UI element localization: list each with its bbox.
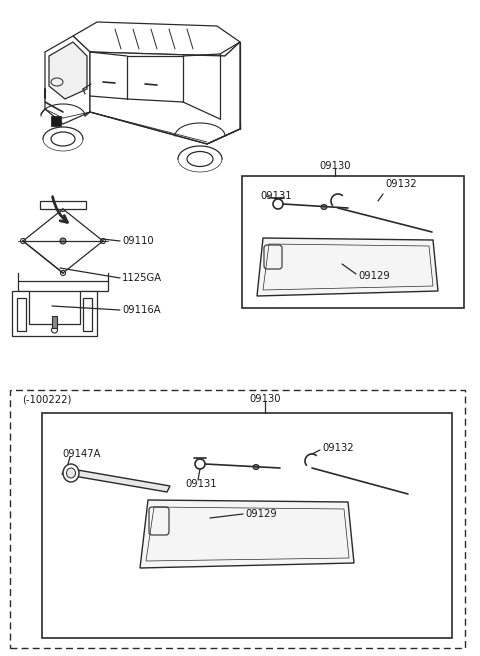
Text: 09130: 09130 [319,161,351,171]
Circle shape [60,270,65,276]
Text: 09110: 09110 [122,236,154,246]
Polygon shape [51,316,58,328]
Polygon shape [73,22,240,56]
Polygon shape [45,36,90,124]
Ellipse shape [60,238,66,244]
Text: 09147A: 09147A [62,449,100,459]
Text: (-100222): (-100222) [22,395,72,405]
Polygon shape [49,42,87,99]
Polygon shape [17,298,26,331]
Text: 09131: 09131 [260,191,292,201]
Ellipse shape [321,205,327,209]
Polygon shape [18,281,108,291]
Text: 09116A: 09116A [122,305,161,315]
Polygon shape [257,238,438,296]
FancyBboxPatch shape [242,176,464,308]
Polygon shape [40,201,86,209]
Ellipse shape [67,468,75,478]
FancyBboxPatch shape [42,413,452,638]
Ellipse shape [63,464,79,482]
Text: 09129: 09129 [358,271,390,281]
Polygon shape [90,42,240,144]
Circle shape [21,239,25,243]
Polygon shape [12,291,97,336]
Text: 09130: 09130 [249,394,281,404]
Text: 09131: 09131 [185,479,216,489]
Polygon shape [83,298,92,331]
Circle shape [60,207,65,211]
Text: 09132: 09132 [322,443,354,453]
Ellipse shape [253,464,259,470]
Text: 09129: 09129 [245,509,277,519]
Polygon shape [62,468,170,492]
Polygon shape [140,500,354,568]
Polygon shape [51,116,61,126]
Text: 09132: 09132 [385,179,417,189]
Text: 1125GA: 1125GA [122,273,162,283]
Circle shape [100,239,106,243]
